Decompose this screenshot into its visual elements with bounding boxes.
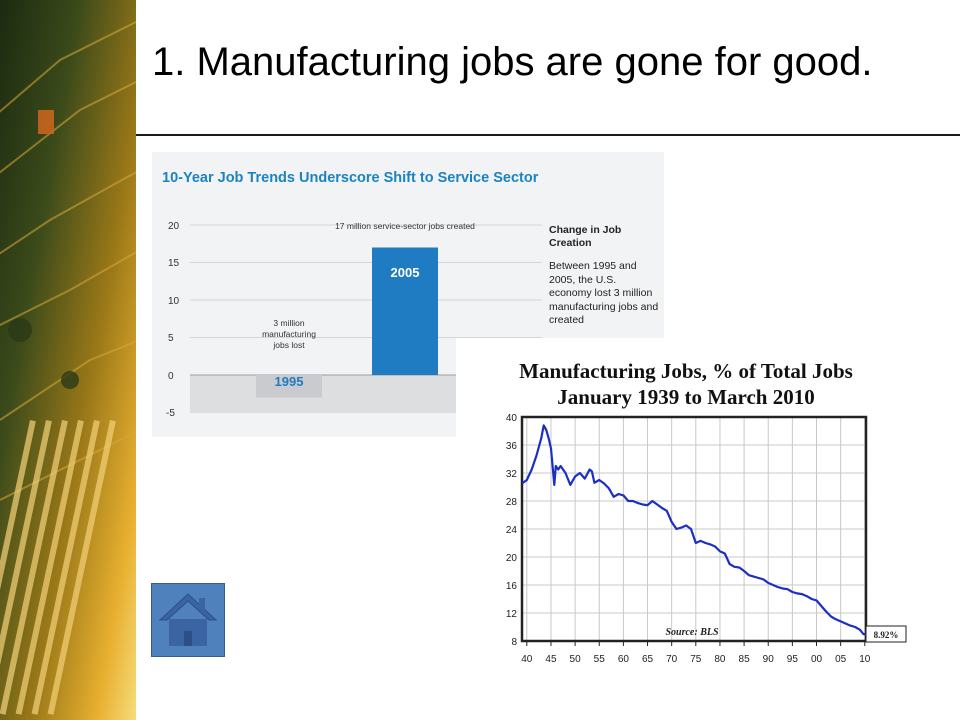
manufacturing-share-chart: Manufacturing Jobs, % of Total Jobs Janu… [456,338,916,670]
bar-label-1995: 1995 [275,374,304,389]
x-tick-label: 95 [787,654,799,665]
chart-title: Manufacturing Jobs, % of Total Jobs [519,359,853,383]
x-tick-label: 50 [570,654,582,665]
x-tick-label: 60 [618,654,630,665]
y-tick-label: 20 [506,553,518,564]
manufacturing-share-plot: 40 36 32 28 24 20 16 12 8 40 45 50 55 60 65 70 75 80 85 90… [506,413,907,665]
x-tick-label: 05 [835,654,847,665]
y-tick-label: 20 [168,221,180,232]
bar-2005 [372,247,438,375]
x-tick-label: 45 [545,654,557,665]
end-label: 8.92% [874,630,899,640]
y-tick-label: -5 [166,408,175,419]
x-tick-label: 65 [642,654,654,665]
x-tick-label: 80 [714,654,726,665]
x-tick-label: 00 [811,654,823,665]
circuit-board-image [0,0,136,720]
home-button[interactable] [151,583,225,657]
annotation-2005: 17 million service-sector jobs created [335,221,475,231]
house-icon [158,593,218,646]
y-tick-label: 0 [168,371,174,382]
x-tick-label: 90 [763,654,775,665]
plot-frame [520,415,868,643]
page-title: 1. Manufacturing jobs are gone for good. [152,40,873,84]
series-line [521,424,867,636]
x-tick-label: 85 [739,654,751,665]
x-tick-label: 55 [594,654,606,665]
bar-label-2005: 2005 [391,265,420,280]
end-label-box [865,625,907,643]
chart-title-block: Manufacturing Jobs, % of Total Jobs Janu… [456,358,916,410]
grid [522,416,866,642]
chart-subtitle: January 1939 to March 2010 [557,385,815,409]
y-tick-label: 28 [506,497,518,508]
note-text: Between 1995 and 2005, the U.S. economy … [549,260,659,326]
x-tick-label: 40 [521,654,533,665]
y-tick-label: 8 [511,637,517,648]
y-tick-label: 10 [168,296,180,307]
x-tick-label: 75 [690,654,702,665]
x-tick-label: 70 [666,654,678,665]
x-tick-label: 10 [859,654,871,665]
y-tick-label: 16 [506,581,518,592]
y-tick-label: 12 [506,609,518,620]
y-tick-label: 36 [506,441,518,452]
y-tick-label: 40 [506,413,518,424]
y-tick-label: 32 [506,469,518,480]
chart-title: 10-Year Job Trends Underscore Shift to S… [162,170,539,186]
title-divider [136,134,960,136]
y-tick-label: 24 [506,525,518,536]
y-tick-label: 15 [168,258,180,269]
y-tick-label: 5 [168,333,174,344]
note-heading: Change in Job Creation [549,224,622,249]
source-label: Source: BLS [665,627,719,638]
bar-1995 [256,375,322,398]
annotation-1995: 3 million manufacturing jobs lost [262,318,316,350]
